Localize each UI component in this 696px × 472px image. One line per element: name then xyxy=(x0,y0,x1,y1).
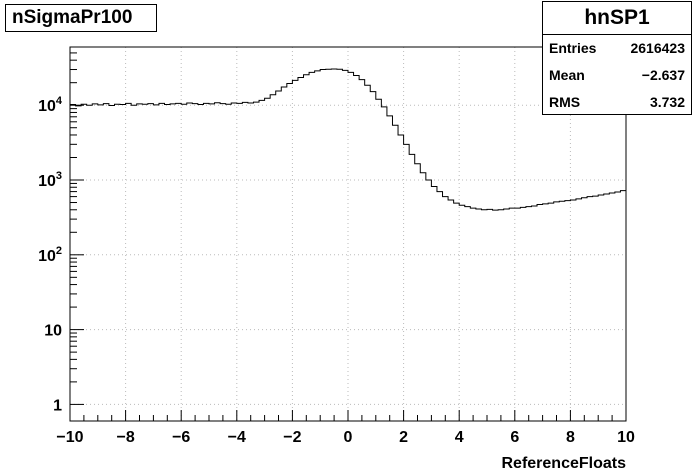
y-tick-label: 103 xyxy=(38,170,62,190)
x-tick-label: 6 xyxy=(510,429,519,446)
x-tick-label: 10 xyxy=(617,429,635,446)
stats-histogram-name: hnSP1 xyxy=(543,2,691,35)
x-tick-label: 4 xyxy=(455,429,464,446)
x-tick-label: −8 xyxy=(116,429,134,446)
y-axis-ticks: 1 10 102 103 104 xyxy=(38,46,84,414)
y-tick-label: 10 xyxy=(44,323,62,340)
x-tick-label: −4 xyxy=(228,429,246,446)
stats-row-rms: RMS 3.732 xyxy=(543,89,691,116)
x-axis-ticks: −10 −8 −6 −4 −2 0 2 4 6 8 10 xyxy=(56,410,635,446)
y-tick-label: 1 xyxy=(53,397,62,414)
x-tick-label: −6 xyxy=(172,429,190,446)
x-tick-label: −10 xyxy=(56,429,83,446)
x-tick-label: 2 xyxy=(399,429,408,446)
histogram-title: nSigmaPr100 xyxy=(5,4,157,32)
stats-rms-value: 3.732 xyxy=(649,94,685,110)
stats-rms-label: RMS xyxy=(549,94,581,110)
grid-lines xyxy=(69,47,627,421)
stats-entries-label: Entries xyxy=(549,40,597,56)
stats-mean-label: Mean xyxy=(549,67,585,83)
stats-row-mean: Mean −2.637 xyxy=(543,62,691,89)
x-axis-label: ReferenceFloats xyxy=(502,455,627,472)
stats-box: hnSP1 Entries 2616423 Mean −2.637 RMS 3.… xyxy=(542,1,692,115)
histogram-line xyxy=(70,68,626,211)
stats-row-entries: Entries 2616423 xyxy=(543,35,691,62)
x-tick-label: 0 xyxy=(344,429,353,446)
y-tick-label: 102 xyxy=(38,245,62,265)
x-tick-label: 8 xyxy=(566,429,575,446)
x-tick-label: −2 xyxy=(283,429,301,446)
stats-entries-value: 2616423 xyxy=(630,40,685,56)
stats-mean-value: −2.637 xyxy=(641,67,685,83)
y-tick-label: 104 xyxy=(38,95,63,115)
